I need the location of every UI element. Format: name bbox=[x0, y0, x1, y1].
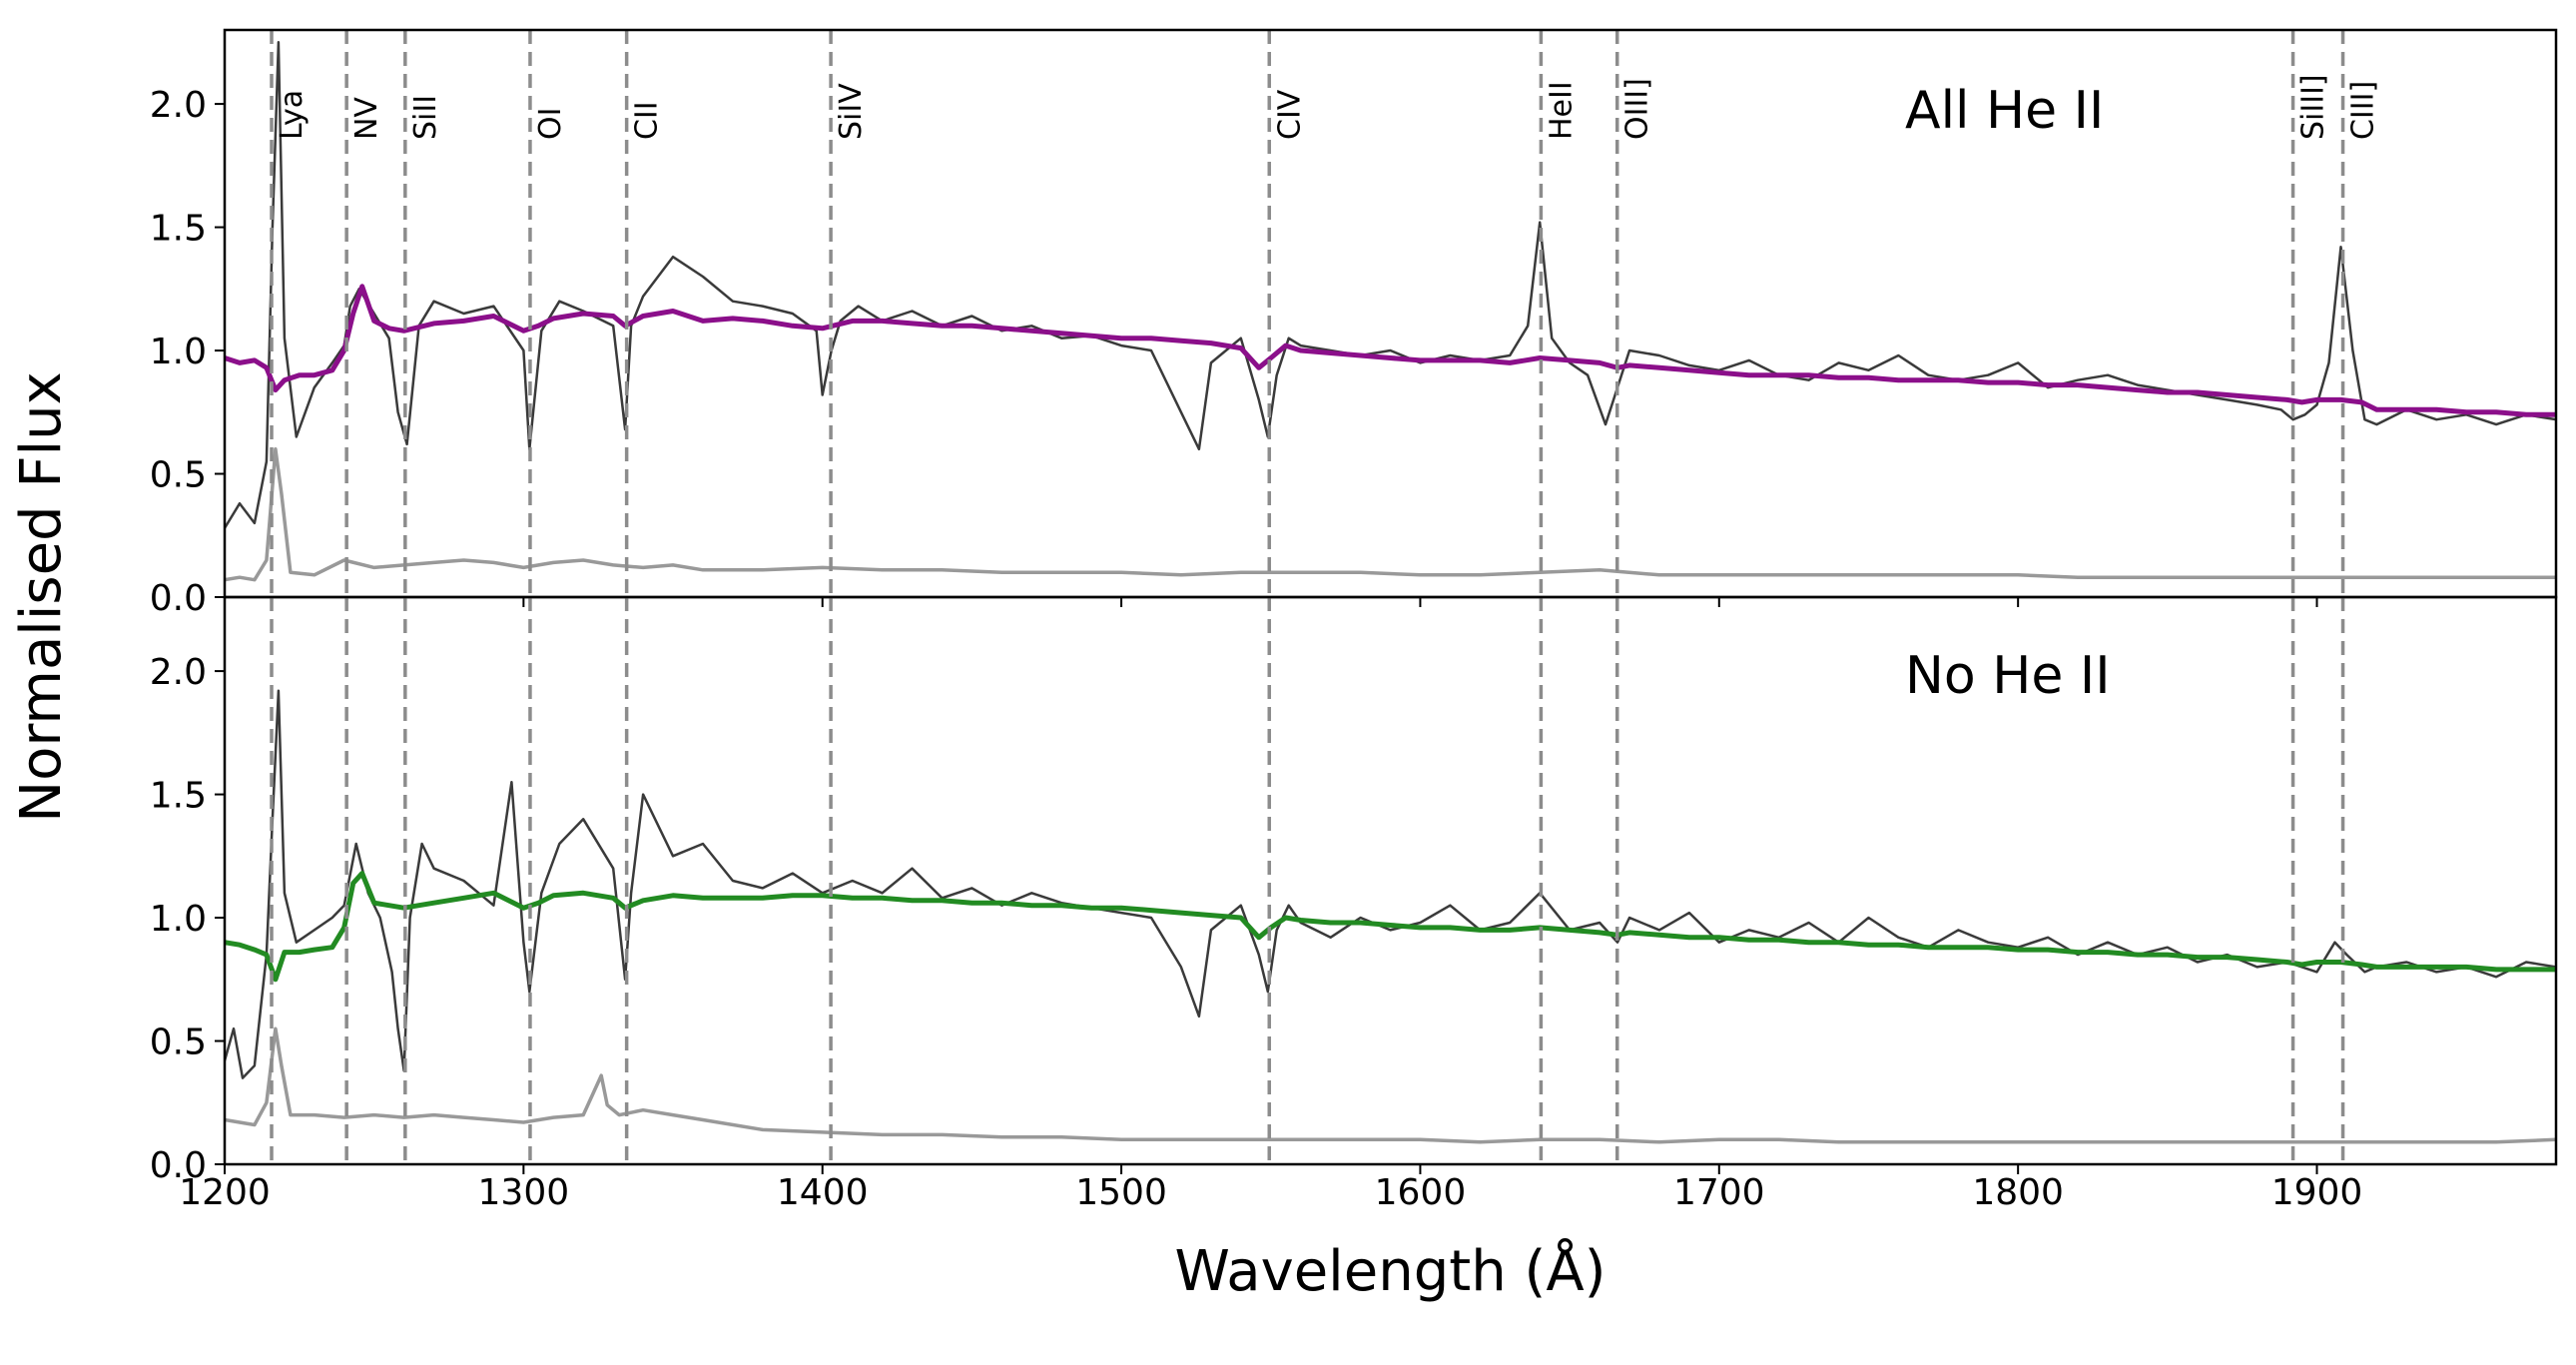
x-tick-label: 1900 bbox=[2271, 1172, 2363, 1213]
panel-all-he-ii: 0.0 0.5 1.0 1.5 2.0 Lya NV SiII OI CII SiIV CIV HeII… bbox=[150, 28, 2558, 619]
line-marker-label: NV bbox=[349, 97, 384, 140]
axes-frame bbox=[223, 595, 2558, 1166]
x-tick-label: 1200 bbox=[179, 1172, 271, 1213]
x-tick-label: 1800 bbox=[1972, 1172, 2064, 1213]
line-marker-label: OI bbox=[533, 108, 568, 140]
line-marker-label: CIV bbox=[1272, 89, 1307, 140]
x-tick-label: 1700 bbox=[1673, 1172, 1765, 1213]
line-marker-label: SiIII] bbox=[2296, 74, 2331, 140]
series-composite-line bbox=[225, 871, 2556, 983]
panel-label: No He II bbox=[1905, 646, 2111, 706]
y-tick-label: 2.0 bbox=[150, 85, 207, 126]
series-observed-line bbox=[225, 689, 2556, 1079]
y-tick-label: 1.5 bbox=[150, 776, 207, 817]
x-axis-label: Wavelength (Å) bbox=[1174, 1238, 1606, 1304]
line-marker-label: SiII bbox=[408, 95, 443, 140]
line-marker-label: CIII] bbox=[2346, 81, 2381, 140]
y-tick-label: 0.5 bbox=[150, 455, 207, 496]
series-composite-line bbox=[225, 284, 2556, 417]
y-tick-label: 2.0 bbox=[150, 652, 207, 693]
x-tick-label: 1600 bbox=[1375, 1172, 1467, 1213]
line-marker-label: Lya bbox=[275, 90, 310, 140]
y-tick-label: 1.0 bbox=[150, 332, 207, 372]
series-error-line bbox=[225, 447, 2556, 582]
panel-label: All He II bbox=[1905, 81, 2104, 141]
x-tick-label: 1400 bbox=[777, 1172, 869, 1213]
x-axis-ticks: 1200 1300 1400 1500 1600 1700 1800 1900 bbox=[179, 1172, 2362, 1213]
x-tick-label: 1300 bbox=[478, 1172, 570, 1213]
series-error-line bbox=[225, 1026, 2556, 1144]
panel-no-he-ii: 0.0 0.5 1.0 1.5 2.0 No He II bbox=[150, 595, 2558, 1186]
y-tick-label: 1.5 bbox=[150, 209, 207, 250]
x-tick-label: 1500 bbox=[1075, 1172, 1167, 1213]
y-tick-label: 0.0 bbox=[150, 1145, 207, 1186]
y-axis-label: Normalised Flux bbox=[9, 371, 74, 823]
y-tick-label: 0.5 bbox=[150, 1023, 207, 1063]
y-tick-label: 0.0 bbox=[150, 578, 207, 619]
line-marker-label: SiIV bbox=[834, 83, 869, 140]
line-marker-label: OIII] bbox=[1620, 78, 1655, 140]
series-observed-line bbox=[225, 41, 2556, 529]
line-marker-label: HeII bbox=[1544, 81, 1579, 140]
y-tick-label: 1.0 bbox=[150, 899, 207, 940]
line-marker-label: CII bbox=[630, 101, 665, 140]
